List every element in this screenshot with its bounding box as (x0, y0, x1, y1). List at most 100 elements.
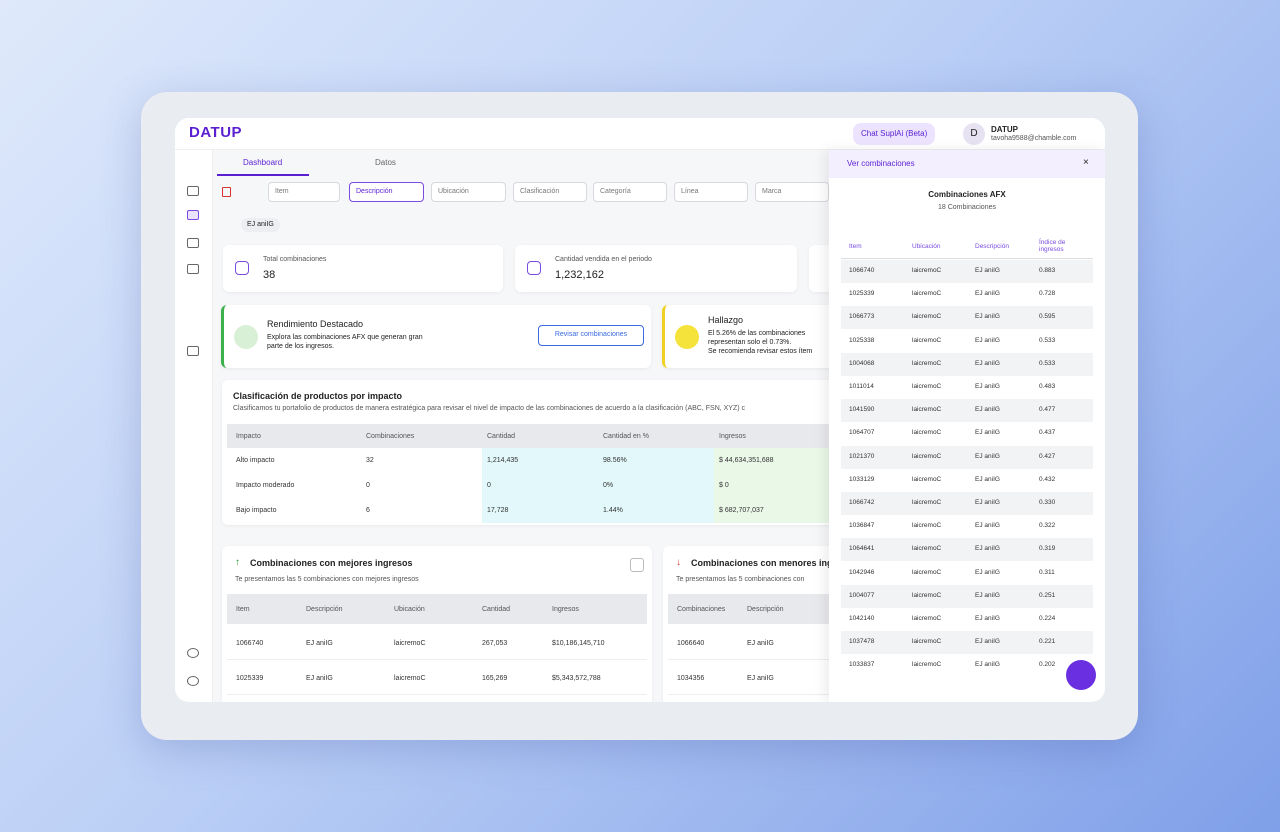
stat-icon (235, 261, 249, 275)
sidebar (175, 150, 213, 702)
table-cell: EJ aniIG (975, 475, 1000, 483)
chat-button[interactable]: Chat SuplAi (Beta) (853, 123, 936, 145)
filter-dropdown[interactable]: Item (268, 182, 340, 202)
table-cell: laicremoC (912, 313, 942, 321)
filter-dropdown[interactable]: Marca (755, 182, 829, 202)
table-cell: 0.311 (1039, 568, 1055, 576)
side-panel: Ver combinaciones × Combinaciones AFX 18 Co… (829, 150, 1105, 702)
export-icon[interactable] (630, 558, 644, 572)
logo[interactable]: DATUP (189, 124, 243, 141)
table-cell: EJ aniIG (975, 406, 1000, 414)
filter-dropdown[interactable]: Ubicación (431, 182, 506, 202)
filter-dropdown[interactable]: Descripción (349, 182, 424, 202)
section-title: Combinaciones con mejores ingresos (250, 558, 413, 568)
row-stripe (841, 352, 1093, 376)
column-header: Item (236, 606, 250, 613)
header-divider (841, 258, 1093, 259)
nav-icon[interactable] (187, 186, 199, 196)
floating-button[interactable] (1066, 660, 1096, 690)
app-screen: DATUP Chat SuplAi (Beta) D DATUP tavoha9… (175, 118, 1105, 702)
help-icon[interactable] (187, 648, 199, 658)
table-cell: 1066773 (849, 313, 875, 321)
section-subtitle: Clasificamos tu portafolio de productos … (233, 405, 746, 412)
table-cell: EJ aniIG (306, 640, 333, 647)
table-cell: 1033129 (849, 475, 875, 483)
filter-chip[interactable]: EJ aniIG (241, 218, 280, 232)
ranking-card: ↑ Combinaciones con mejores ingresos Te pr… (222, 546, 652, 702)
section-title: Combinaciones con menores ingr (691, 558, 837, 568)
table-cell: 1,214,435 (487, 457, 519, 464)
table-cell: laicremoC (912, 568, 942, 576)
nav-icon[interactable] (187, 264, 199, 274)
filter-dropdown[interactable]: Categoría (593, 182, 667, 202)
table-header-bg (227, 594, 647, 624)
panel-count: 18 Combinaciones (938, 204, 996, 211)
settings-icon[interactable] (187, 676, 199, 686)
column-header: Descripción (747, 606, 784, 613)
table-cell: Impacto moderado (236, 482, 295, 489)
finding-text: representan solo el 0.73%. (708, 339, 792, 346)
table-cell: EJ aniIG (747, 640, 774, 647)
highlight-text: Explora las combinaciones AFX que genera… (267, 334, 423, 341)
impact-section: Clasificación de productos por impacto Cl… (222, 380, 842, 525)
row-divider (227, 659, 647, 660)
table-cell: Bajo impacto (236, 507, 277, 514)
top-bar: DATUP Chat SuplAi (Beta) D DATUP tavoha9… (175, 118, 1105, 150)
avatar[interactable]: D (963, 123, 985, 145)
trend-arrow: ↓ (676, 557, 681, 568)
table-cell: laicremoC (912, 452, 942, 460)
table-cell: 1066740 (236, 640, 264, 647)
column-header: Ubicación (394, 606, 425, 613)
trash-icon (222, 187, 231, 197)
table-cell: 0.432 (1039, 475, 1056, 483)
tab[interactable]: Datos (375, 158, 396, 167)
column-header: Combinaciones (677, 606, 726, 613)
table-cell: EJ aniIG (975, 290, 1000, 298)
table-cell: EJ aniIG (975, 568, 1000, 576)
table-cell: 1064707 (849, 429, 875, 437)
row-stripe (841, 260, 1093, 283)
cell-highlight (482, 448, 714, 523)
section-subtitle: Te presentamos las 5 combinaciones con (676, 576, 805, 583)
table-cell: 0.224 (1039, 615, 1056, 622)
table-cell: 0.251 (1039, 591, 1056, 599)
nav-icon[interactable] (187, 238, 199, 248)
table-cell: 1037478 (849, 638, 875, 646)
table-cell: 1033837 (849, 661, 875, 669)
row-stripe (841, 445, 1093, 469)
column-header: Impacto (236, 433, 261, 440)
nav-icon[interactable] (187, 210, 199, 220)
stat-value: 1,232,162 (555, 269, 604, 281)
table-cell: 0.533 (1039, 359, 1056, 367)
table-cell: 0.483 (1039, 383, 1056, 390)
table-cell: EJ aniIG (975, 591, 1000, 599)
table-cell: 1036847 (849, 522, 875, 530)
finding-title: Hallazgo (708, 315, 744, 325)
table-cell: $10,186,145,710 (552, 640, 605, 647)
table-cell: laicremoC (912, 661, 942, 669)
nav-icon[interactable] (187, 346, 199, 356)
stat-label: Cantidad vendida en el periodo (555, 256, 652, 263)
close-button[interactable]: × (1083, 157, 1089, 168)
table-cell: 1004077 (849, 591, 875, 599)
table-cell: EJ aniIG (975, 661, 1000, 669)
table-cell: $ 44,634,351,688 (719, 457, 774, 464)
table-cell: EJ aniIG (747, 675, 774, 682)
table-cell: 98.56% (603, 457, 627, 464)
stat-icon (527, 261, 541, 275)
review-button[interactable]: Revisar combinaciones (538, 325, 644, 346)
table-cell: 267,053 (482, 640, 508, 647)
section-subtitle: Te presentamos las 5 combinaciones con m… (235, 576, 419, 583)
table-cell: 0.728 (1039, 290, 1056, 298)
column-header: Cantidad (487, 433, 516, 440)
filter-dropdown[interactable]: Clasificación (513, 182, 587, 202)
column-header: Ubicación (912, 243, 941, 250)
table-cell: 17,728 (487, 507, 509, 514)
column-header: Item (849, 243, 862, 250)
column-header: Cantidad en % (603, 433, 649, 440)
table-cell: 0.883 (1039, 267, 1056, 274)
filter-dropdown[interactable]: Línea (674, 182, 748, 202)
panel-subtitle: Combinaciones AFX (928, 190, 1006, 199)
table-cell: laicremoC (912, 545, 942, 553)
tab[interactable]: Dashboard (243, 158, 283, 167)
